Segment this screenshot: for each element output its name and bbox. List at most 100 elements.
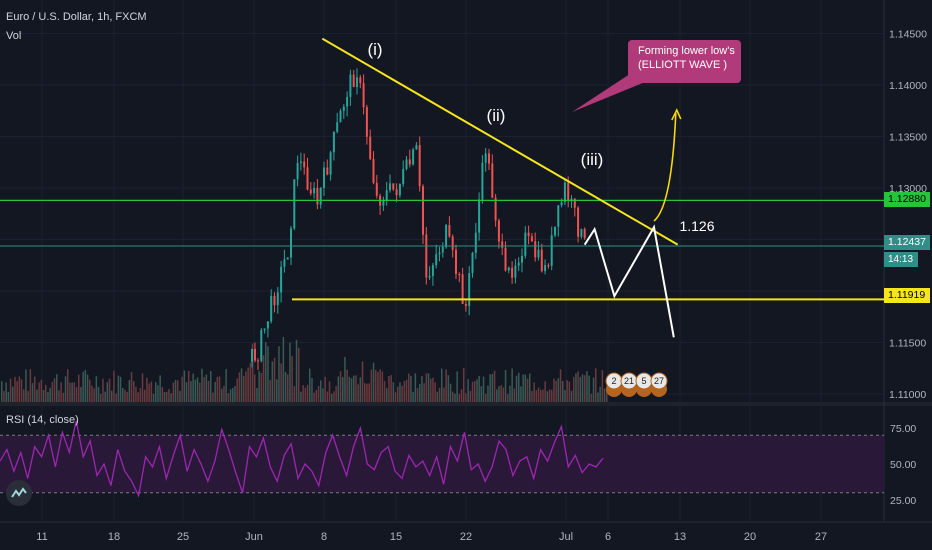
volume-bar [179, 390, 181, 402]
candle-body [583, 229, 586, 238]
volume-bar [342, 377, 344, 402]
candle-body [369, 136, 372, 159]
volume-bar [507, 393, 509, 402]
volume-bar [337, 376, 340, 402]
drawings[interactable]: (i) (ii) (iii) 1.126 2 21 5 27 [321, 37, 715, 397]
elliott-wave-callout[interactable]: Forming lower low's (ELLIOTT WAVE ) [628, 40, 741, 83]
volume-bar [364, 383, 366, 402]
candle-body [412, 149, 415, 165]
rsi-label[interactable]: RSI (14, close) [6, 414, 79, 426]
volume-bar [260, 372, 263, 402]
volume-bar [573, 376, 575, 402]
support-price-tag: 1.11919 [884, 288, 930, 303]
volume-bar [597, 392, 599, 402]
candle-body [395, 189, 398, 196]
volume-bar [262, 355, 265, 402]
volume-bar [5, 382, 7, 402]
volume-bar [355, 375, 357, 402]
volume-bar [51, 381, 54, 402]
candle-body [497, 220, 500, 242]
rsi-tick-label: 50.00 [890, 459, 916, 471]
candle-body [270, 295, 273, 322]
volume-bar [97, 387, 100, 402]
candle-body [405, 159, 408, 169]
candle-body [398, 183, 401, 196]
volume-bar [491, 373, 494, 402]
volume-bar [254, 374, 256, 402]
volume-bar [159, 375, 161, 402]
volume-bar [529, 373, 531, 402]
volume-bar [535, 390, 538, 402]
volume-bar [564, 390, 566, 402]
candle-body [547, 265, 550, 267]
volume-bar [80, 386, 82, 402]
volume-bar [498, 386, 500, 402]
candle-body [276, 292, 279, 306]
candle-body [392, 183, 395, 190]
time-tick-label: 25 [177, 531, 189, 543]
volume-bar [89, 379, 91, 402]
candle-body [511, 267, 514, 278]
volume-bar [502, 387, 505, 402]
candle-body [484, 153, 487, 163]
tradingview-logo[interactable] [6, 480, 32, 506]
horizontal-levels[interactable] [0, 199, 884, 301]
symbol-title[interactable]: Euro / U.S. Dollar, 1h, FXCM [6, 11, 147, 23]
volume-bar [64, 376, 67, 402]
event-badge-label: 27 [654, 376, 664, 386]
volume-bar [366, 383, 368, 402]
volume-bar [346, 369, 348, 402]
volume-bar [436, 391, 439, 402]
candle-body [415, 145, 418, 150]
candle-body [448, 225, 451, 237]
volume-bar [559, 369, 562, 402]
volume-bar [518, 372, 520, 402]
candle-body [494, 197, 497, 221]
volume-bar [126, 391, 128, 402]
logo-icon [11, 487, 27, 498]
rsi-pane [0, 420, 884, 498]
volume-bar [403, 381, 406, 402]
candle-body [422, 186, 424, 235]
candle-body [286, 257, 289, 260]
volume-bar [489, 374, 491, 402]
candle-body [560, 202, 563, 206]
rsi-line [0, 420, 604, 498]
volume-bar [456, 371, 458, 402]
volume-bar [183, 370, 186, 402]
volume-bar [115, 393, 117, 402]
volume-bar [146, 377, 148, 402]
volume-bar [311, 378, 313, 402]
volume-bar [542, 389, 544, 402]
volume-bar [1, 381, 3, 402]
volume-bar [258, 370, 260, 402]
volume-bar [361, 361, 364, 402]
volume-bar [511, 368, 513, 402]
candle-body [352, 74, 355, 88]
candle-body [362, 83, 365, 108]
candle-body [260, 330, 263, 361]
volume-bar [45, 384, 47, 402]
candle-body [441, 247, 444, 253]
volume-bar [181, 376, 183, 402]
volume-bar [493, 370, 496, 402]
price-tick-label: 1.14000 [889, 80, 927, 92]
volume-bar [188, 370, 190, 402]
candle-body [382, 200, 385, 206]
candle-body [534, 241, 537, 258]
time-tick-label: 20 [744, 531, 756, 543]
volume-bar [194, 379, 197, 402]
volume-bar [465, 393, 467, 402]
volume-bar [284, 371, 287, 402]
candle-body [283, 259, 286, 267]
time-tick-label: 18 [108, 531, 120, 543]
volume-bar [273, 357, 276, 402]
candle-body [349, 74, 352, 97]
volume-bar [27, 390, 29, 402]
candle-body [570, 198, 573, 201]
volume-bar [291, 355, 293, 402]
volume-bar [397, 386, 399, 402]
volume-bar [300, 391, 302, 402]
candle-body [455, 249, 457, 274]
